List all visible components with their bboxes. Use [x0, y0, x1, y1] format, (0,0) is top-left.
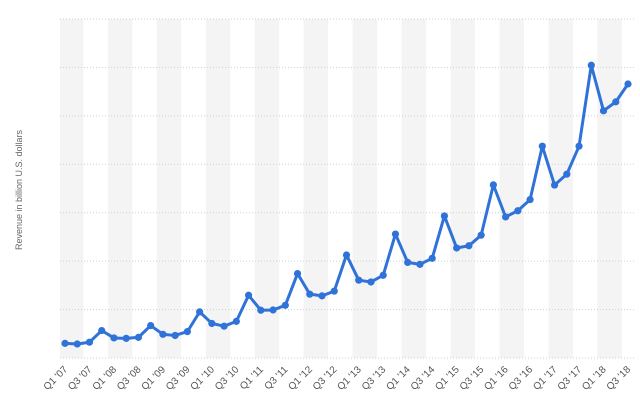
point: [514, 207, 522, 215]
band: [597, 19, 622, 358]
point: [355, 276, 363, 284]
point: [550, 181, 559, 189]
point: [281, 301, 289, 309]
point: [244, 291, 253, 299]
point: [367, 278, 375, 286]
point: [147, 321, 155, 330]
x-tick-label: Q1 '13: [335, 364, 364, 393]
point: [306, 290, 314, 298]
point: [489, 181, 497, 189]
x-tick-label: Q1 '08: [91, 364, 120, 393]
point: [318, 292, 326, 300]
x-tick-label: Q3 '16: [507, 364, 536, 393]
band: [303, 19, 329, 358]
point: [171, 331, 179, 340]
point: [465, 242, 473, 250]
band: [548, 19, 573, 358]
point: [599, 107, 608, 115]
x-tick-label: Q3 '11: [263, 364, 291, 392]
x-tick-label: Q3 '18: [605, 364, 634, 393]
point: [379, 271, 387, 279]
band: [156, 19, 182, 358]
point: [453, 244, 461, 252]
band: [352, 19, 378, 358]
x-tick-label: Q3 '14: [409, 364, 438, 393]
x-tick-label: Q3 '13: [360, 364, 389, 393]
point: [477, 231, 485, 239]
band: [499, 19, 524, 358]
point: [342, 251, 351, 259]
point: [391, 230, 400, 238]
x-tick-label: Q1 '07: [42, 364, 71, 393]
x-tick-label: Q3 '09: [164, 364, 193, 393]
point: [293, 269, 302, 278]
point: [612, 98, 620, 106]
x-tick-label: Q3 '12: [311, 364, 340, 393]
point: [624, 80, 632, 88]
point: [502, 213, 510, 221]
x-tick-label: Q3 '17: [556, 364, 585, 393]
x-tick-label: Q1 '11: [238, 364, 266, 392]
x-tick-label: Q3 '08: [115, 364, 144, 393]
band: [254, 19, 280, 358]
x-tick-label: Q3 '07: [66, 364, 95, 393]
band: [401, 19, 427, 358]
point: [61, 339, 69, 347]
point: [220, 322, 228, 330]
band: [450, 19, 476, 358]
point: [587, 61, 595, 69]
point: [183, 328, 191, 336]
x-tick-label: Q1 '17: [531, 364, 560, 393]
point: [257, 306, 265, 314]
x-tick-label: Q3 '10: [213, 364, 242, 393]
point: [526, 195, 534, 204]
x-tick-label: Q3 '15: [458, 364, 487, 393]
point: [563, 170, 571, 178]
point: [416, 260, 424, 268]
x-tick-label: Q1 '15: [433, 364, 462, 393]
point: [110, 334, 118, 342]
point: [575, 142, 583, 150]
x-tick-label: Q1 '10: [189, 364, 218, 393]
x-tick-label: Q1 '16: [482, 364, 511, 393]
point: [85, 338, 94, 346]
x-tick-label: Q1 '09: [140, 364, 169, 393]
line: [64, 63, 630, 346]
band: [205, 19, 231, 358]
band: [60, 19, 84, 358]
point: [134, 333, 143, 341]
point: [196, 308, 204, 316]
x-tick-label: Q1 '18: [580, 364, 609, 393]
point: [159, 330, 167, 338]
point: [122, 334, 130, 342]
y-axis-title: Revenue in billion U.S. dollars: [14, 129, 24, 250]
band: [107, 19, 133, 358]
point: [98, 326, 106, 335]
point: [538, 142, 546, 150]
point: [440, 212, 449, 220]
point: [330, 287, 338, 295]
point: [428, 254, 436, 262]
x-tick-label: Q1 '12: [287, 364, 316, 393]
point: [208, 319, 216, 328]
point: [269, 306, 277, 314]
point: [73, 340, 81, 348]
point: [404, 258, 412, 267]
point: [232, 317, 240, 325]
x-tick-label: Q1 '14: [384, 364, 413, 393]
